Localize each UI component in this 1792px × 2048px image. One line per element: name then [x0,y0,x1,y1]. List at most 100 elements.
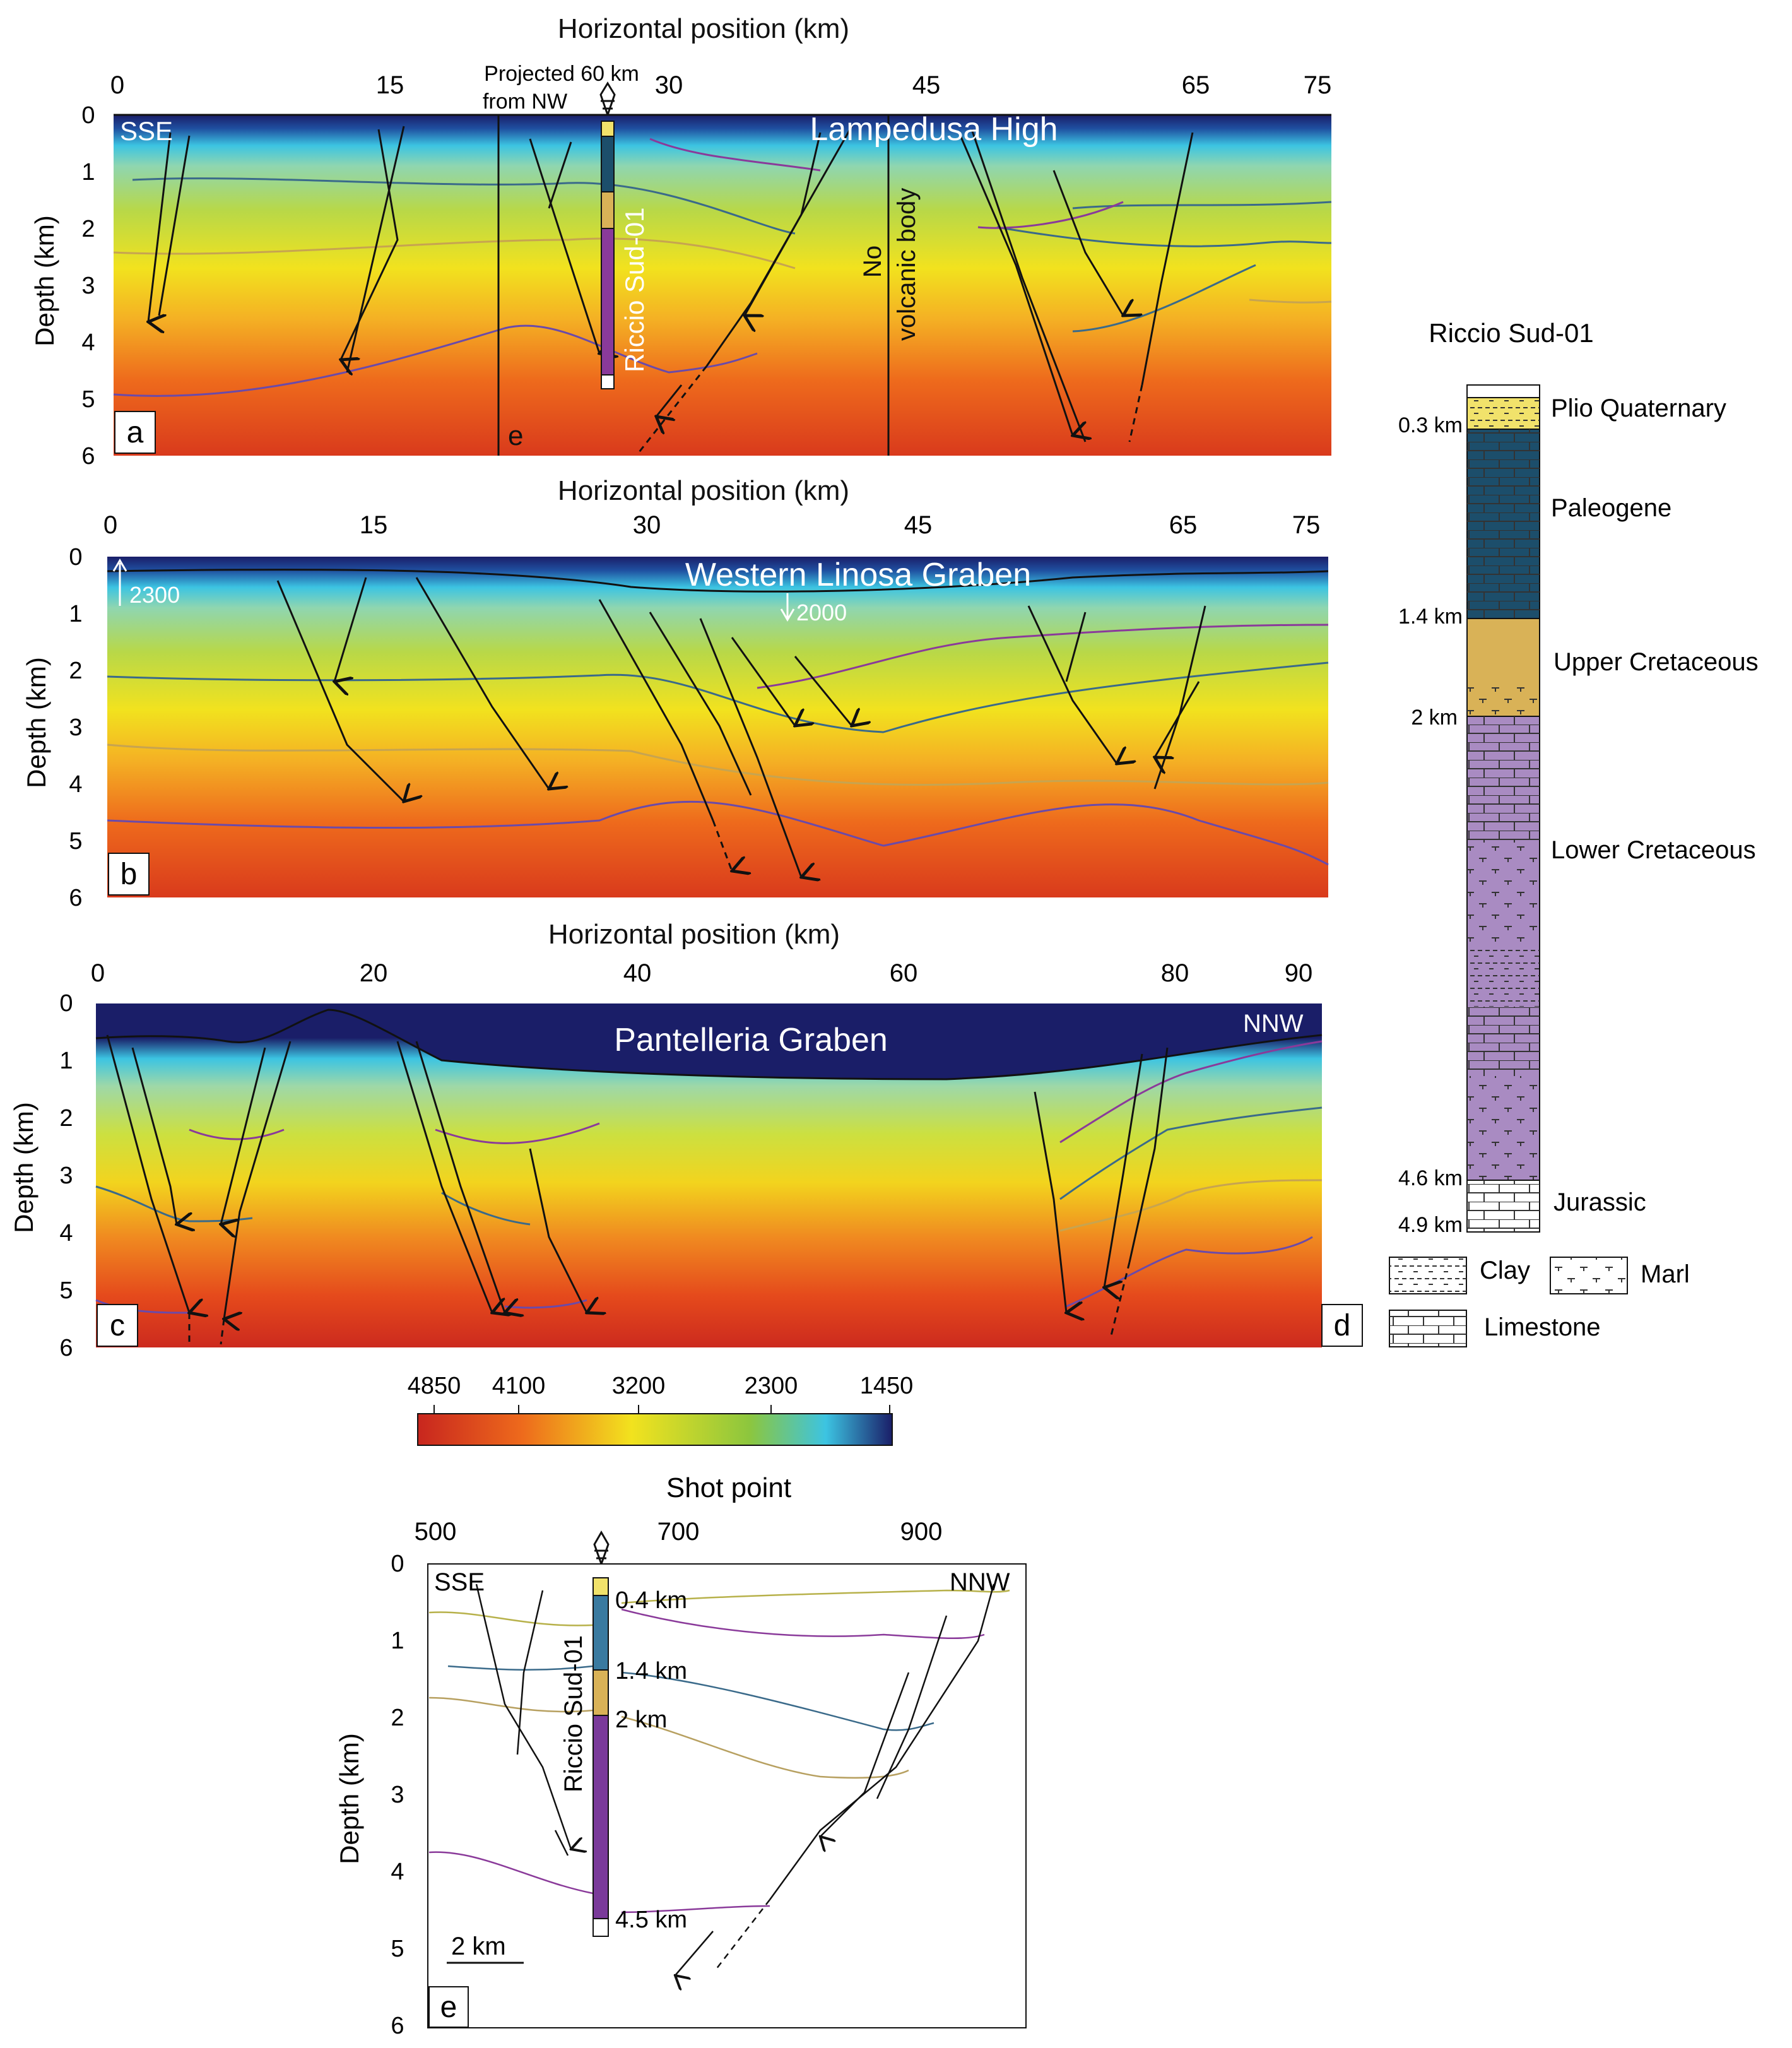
y-tick-label: 5 [81,386,95,413]
well-log-title: Riccio Sud-01 [1429,318,1593,348]
panel-c-y-ticks: 0 1 2 3 4 5 6 [59,990,73,1361]
panel-e-frame [427,1563,1027,2028]
y-tick-label: 5 [391,1936,404,1962]
legend-clay-label: Clay [1480,1257,1530,1284]
y-tick-label: 6 [59,1335,73,1361]
volcanic-note: volcanic body [893,188,921,341]
panel-letter-box [108,853,150,896]
colorbar-label: 3200 [612,1373,666,1399]
legend-limestone-label: Limestone [1484,1313,1601,1341]
x-tick-label: 900 [900,1518,943,1546]
velocity-colorbar: 4850 4100 3200 2300 1450 [408,1373,913,1446]
x-tick-label: 0 [91,959,105,987]
fault-line [1141,132,1194,386]
horizon [428,1611,594,1626]
panel-b-x-ticks: 0 15 30 45 65 75 [103,511,1320,539]
panel-e-well-column [592,1577,609,1937]
horizon [1249,299,1332,304]
horizon [107,743,1329,786]
y-tick-label: 4 [69,771,82,798]
legend-marl-label: Marl [1641,1260,1690,1288]
y-tick-label: 3 [59,1163,73,1189]
unit-depth: 0.3 km [1398,413,1463,437]
fault-line [415,577,549,789]
structure-label: Western Linosa Graben [685,557,1031,593]
fault-line [1128,384,1143,442]
horizon [107,800,1329,866]
y-tick-label: 6 [391,2013,404,2039]
horizon [113,324,758,397]
x-tick-label: 0 [110,71,124,99]
structure-label: Lampedusa High [810,111,1058,148]
y-tick-label: 3 [81,273,95,299]
horizon [621,1905,770,1914]
y-tick-label: 1 [391,1628,404,1654]
x-tick-label: 60 [890,959,918,987]
well-log-top [1466,384,1540,398]
horizon [1059,1040,1323,1144]
x-tick-label: 15 [360,511,388,539]
x-tick-label: 0 [103,511,117,539]
colorbar-label: 4100 [492,1373,546,1399]
x-tick-label: 80 [1161,959,1189,987]
x-tick-label: 40 [623,959,652,987]
fault-line [346,126,405,373]
y-tick-label: 4 [391,1859,404,1885]
horizon [113,237,796,269]
horizon [1072,201,1332,210]
y-tick-label: 5 [59,1277,73,1304]
fault-line [1104,1053,1143,1287]
fault-line [876,1615,948,1799]
y-tick-label: 1 [69,601,82,627]
scale-bar-label: 2 km [451,1933,506,1960]
fault-line [705,126,853,367]
x-tick-label: 30 [633,511,661,539]
well-projection-note: from NW [483,90,567,114]
panel-b-x-axis-title: Horizontal position (km) [558,475,849,506]
x-tick-label: 20 [360,959,388,987]
direction-label-sse: SSE [434,1568,485,1596]
marl-pattern [1550,1257,1627,1294]
x-tick-label: 45 [912,71,941,99]
horizon [621,1671,934,1731]
fault-line [529,138,599,353]
seafloor-line [107,569,1329,593]
fault-line [221,1047,266,1224]
fault-line [516,1590,544,1755]
y-tick-label: 0 [69,544,82,571]
unit-name: Lower Cretaceous [1551,836,1756,864]
x-tick-label: 65 [1169,511,1198,539]
well-name-label: Riccio Sud-01 [560,1635,587,1792]
fault-line [958,132,1073,435]
y-tick-label: 2 [69,658,82,684]
fault-line [970,129,1087,442]
panel-e-y-ticks: 0 1 2 3 4 5 6 [391,1551,404,2039]
fault-line [675,1931,714,1975]
panel-e: Shot point 500 700 900 Ricci [334,1472,1027,2039]
y-tick-label: 0 [81,102,95,129]
panel-e-y-axis-title: Depth (km) [334,1733,364,1864]
clay-pattern [1467,947,1540,1007]
clay-pattern [1389,1257,1466,1294]
unit-name: Jurassic [1553,1188,1646,1216]
colorbar-label: 2300 [745,1373,798,1399]
y-tick-label: 5 [69,828,82,855]
panel-e-x-axis-title: Shot point [666,1472,791,1503]
well-depth-label: 4.5 km [615,1907,687,1933]
fault-line [636,365,708,455]
panel-e-x-ticks: 500 700 900 [415,1518,943,1546]
fault-line [1027,605,1117,764]
y-tick-label: 0 [391,1551,404,1577]
panel-a-x-ticks: 0 15 30 45 65 75 [110,71,1331,99]
fault-line [220,1318,225,1345]
profile-e-marker: e [508,420,523,451]
horizon [189,1128,285,1140]
well-derrick-icon [599,81,616,118]
marl-pattern [1467,1076,1540,1180]
horizon [649,138,821,172]
fault-line [554,1830,569,1856]
unit-depth: 4.6 km [1398,1166,1463,1190]
panel-b: Horizontal position (km) 0 15 30 45 65 7… [21,475,1329,911]
fault-line [158,135,191,316]
